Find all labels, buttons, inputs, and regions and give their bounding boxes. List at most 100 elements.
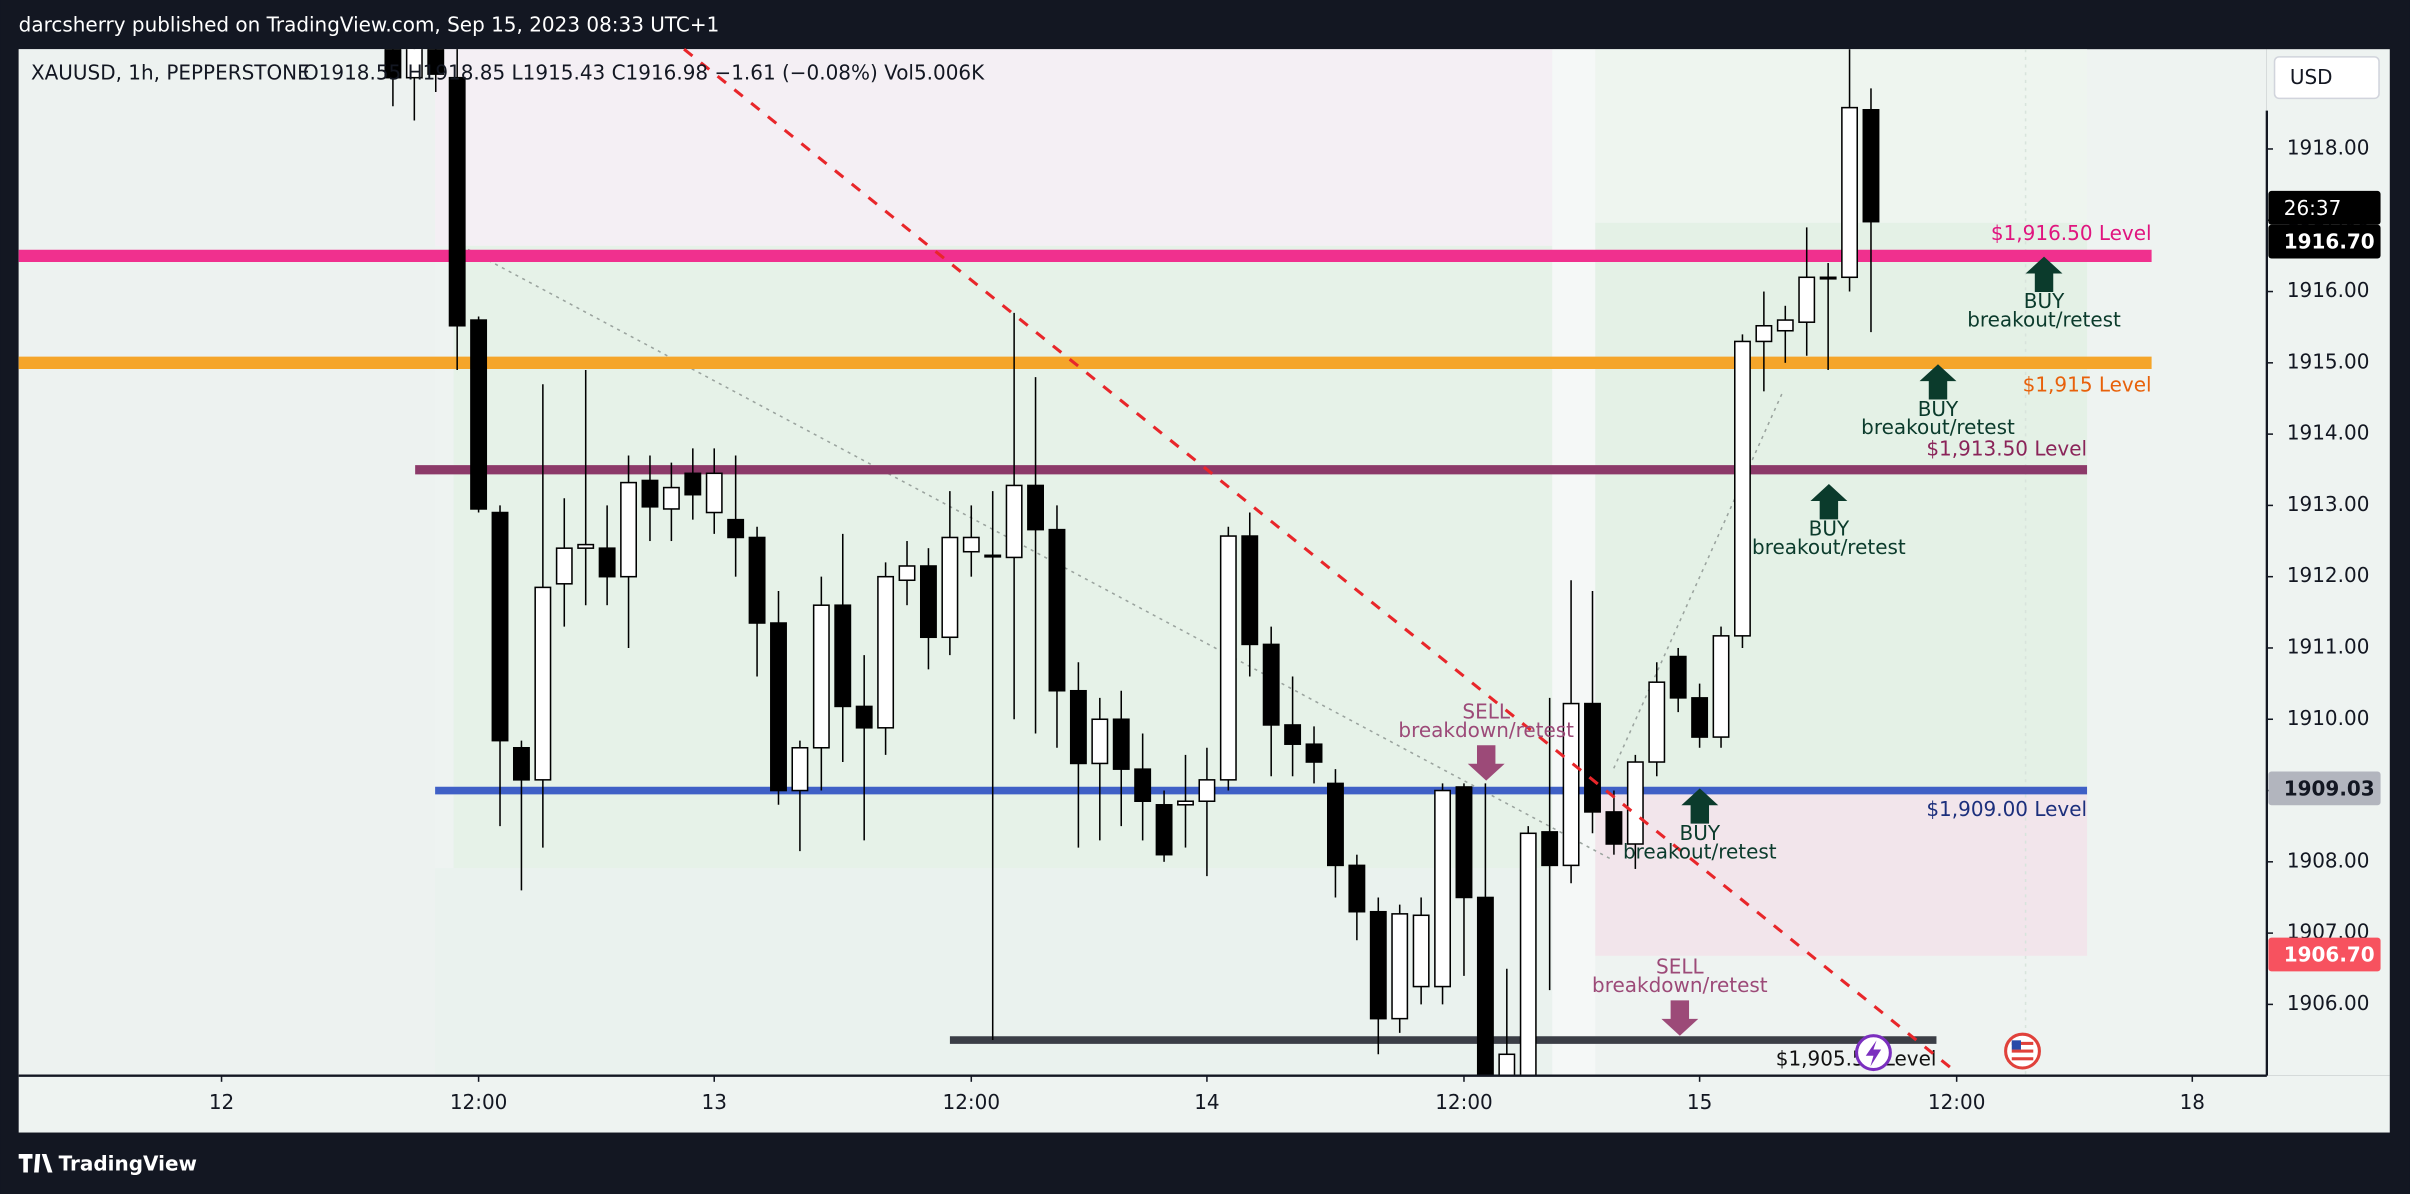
brand: TradingView bbox=[59, 1151, 197, 1175]
candle-body bbox=[855, 705, 873, 729]
currency-box[interactable] bbox=[2273, 56, 2380, 100]
arrow bbox=[1467, 745, 1505, 781]
candle-body bbox=[1519, 832, 1537, 1076]
candle-body bbox=[1626, 761, 1644, 845]
annotation-note: breakdown/retest bbox=[1398, 718, 1574, 742]
candle-body bbox=[1005, 484, 1023, 559]
candle-body bbox=[427, 49, 445, 75]
annotation-note: breakout/retest bbox=[1861, 415, 2015, 439]
annotations: BUYbreakout/retestBUYbreakout/retestBUYb… bbox=[1398, 256, 2121, 1036]
x-tick-label: 12:00 bbox=[1928, 1090, 1986, 1114]
candle-body bbox=[577, 543, 595, 549]
candle-body bbox=[1241, 535, 1259, 646]
price-marker bbox=[2268, 771, 2381, 806]
x-tick-label: 12:00 bbox=[450, 1090, 508, 1114]
candle-body bbox=[1348, 864, 1366, 913]
candle-body bbox=[1155, 804, 1173, 856]
axes: 1906.001907.001908.001909.001910.001911.… bbox=[209, 135, 2381, 1114]
annotation-action: BUY bbox=[1809, 517, 1850, 541]
candle-body bbox=[877, 575, 895, 729]
ohlc: O1918.55 H1918.85 L1915.43 C1916.98 −1.6… bbox=[303, 60, 985, 84]
candle-body bbox=[748, 536, 766, 624]
candles bbox=[384, 49, 1880, 1076]
annotation-note: breakout/retest bbox=[1967, 308, 2121, 332]
candle-body bbox=[962, 536, 980, 553]
countdown: 26:37 bbox=[2284, 196, 2342, 220]
candle-body bbox=[384, 49, 402, 79]
candle-body bbox=[812, 604, 830, 749]
annotation-action: BUY bbox=[2024, 289, 2065, 313]
flag-stripe bbox=[2011, 1057, 2034, 1061]
candle-body bbox=[1412, 914, 1430, 988]
price-marker bbox=[2268, 937, 2381, 972]
candle-body bbox=[1712, 635, 1730, 738]
level-label: $1,915 Level bbox=[2023, 372, 2152, 396]
guide-line bbox=[460, 245, 1615, 862]
price-marker bbox=[2268, 224, 2381, 259]
candle-body bbox=[512, 746, 530, 781]
y-tick-label: 1912.00 bbox=[2287, 563, 2370, 587]
y-tick-label: 1908.00 bbox=[2287, 848, 2370, 872]
publisher: darcsherry published on TradingView.com,… bbox=[19, 13, 720, 37]
candle-body bbox=[984, 554, 1002, 558]
countdown-box bbox=[2268, 190, 2381, 225]
zone bbox=[1552, 49, 1596, 1076]
candle-body bbox=[727, 518, 745, 539]
zone bbox=[18, 49, 436, 1076]
x-tick-label: 12:00 bbox=[1435, 1090, 1493, 1114]
annotation-note: breakdown/retest bbox=[1592, 973, 1768, 997]
candle-body bbox=[1198, 779, 1216, 802]
candle-body bbox=[1112, 718, 1130, 770]
candle-body bbox=[1584, 702, 1601, 813]
candle-body bbox=[1541, 831, 1559, 867]
x-tick-label: 12 bbox=[209, 1090, 234, 1114]
flag-stripe bbox=[2011, 1041, 2034, 1045]
y-tick-label: 1915.00 bbox=[2287, 349, 2370, 373]
currency: USD bbox=[2290, 65, 2333, 89]
arrow bbox=[2025, 256, 2063, 292]
candle-body bbox=[641, 479, 659, 508]
y-tick-label: 1914.00 bbox=[2287, 421, 2370, 445]
candle-body bbox=[1669, 655, 1687, 699]
candle-body bbox=[1027, 484, 1045, 531]
candle-body bbox=[1455, 786, 1473, 899]
candle-body bbox=[1755, 324, 1773, 343]
zone bbox=[453, 245, 1553, 869]
x-tick-label: 12:00 bbox=[943, 1090, 1001, 1114]
candle-body bbox=[919, 565, 937, 639]
zone bbox=[1595, 788, 2088, 956]
candle-body bbox=[1734, 340, 1751, 637]
candle-body bbox=[1819, 276, 1837, 280]
price-marker-label: 1916.70 bbox=[2284, 230, 2375, 254]
candle-body bbox=[1305, 743, 1323, 763]
y-tick-label: 1916.00 bbox=[2287, 278, 2370, 302]
candle-body bbox=[620, 481, 637, 578]
candle-body bbox=[491, 511, 509, 742]
flag-stripe bbox=[2011, 1049, 2034, 1053]
arrow bbox=[1810, 484, 1848, 520]
arrow bbox=[1661, 1000, 1699, 1036]
level-label: $1,916.50 Level bbox=[1991, 221, 2152, 245]
icons bbox=[1855, 1032, 2041, 1072]
level-label: $1,913.50 Level bbox=[1926, 436, 2087, 460]
candle-body bbox=[705, 472, 723, 514]
candle-body bbox=[1262, 643, 1280, 726]
x-tick-label: 18 bbox=[2180, 1090, 2205, 1114]
candle-body bbox=[1862, 108, 1880, 223]
candle-body bbox=[1798, 276, 1816, 323]
flag-canton bbox=[2011, 1040, 2021, 1050]
candle-body bbox=[1498, 1053, 1516, 1076]
candle-body bbox=[898, 565, 916, 582]
zone bbox=[435, 49, 1553, 246]
brand-logo bbox=[18, 1154, 53, 1173]
arrow bbox=[1919, 364, 1957, 400]
levels: $1,916.50 Level $1,915 Level $1,913.50 Lev… bbox=[18, 221, 2152, 1071]
candle-body bbox=[1776, 319, 1794, 332]
annotation-action: BUY bbox=[1680, 821, 1721, 845]
candle-body bbox=[1369, 910, 1387, 1020]
candle-body bbox=[834, 604, 852, 708]
candle-body bbox=[1476, 896, 1494, 1076]
candle-body bbox=[684, 472, 702, 496]
